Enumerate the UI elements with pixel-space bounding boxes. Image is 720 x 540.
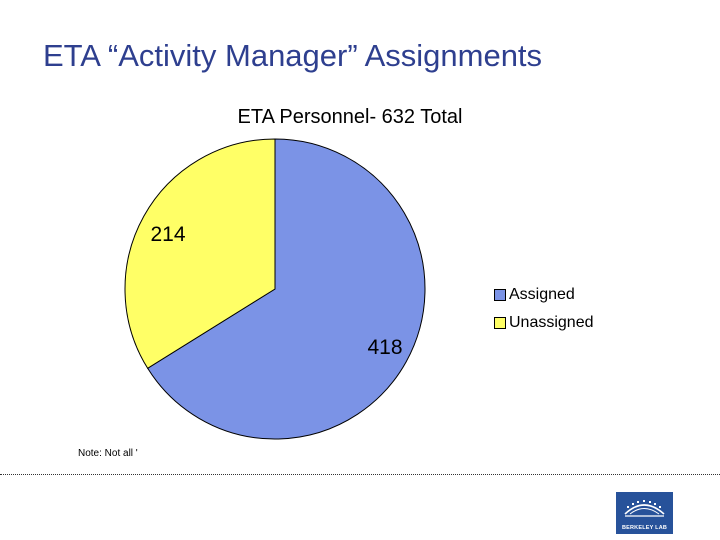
legend-item-unassigned: Unassigned: [494, 309, 594, 337]
legend-label-assigned: Assigned: [509, 286, 575, 303]
pie-slice-assigned: [146, 138, 426, 440]
footer-divider: [0, 474, 720, 475]
chart-title: ETA Personnel- 632 Total: [237, 106, 463, 128]
footnote: Note: Not all ': [78, 448, 138, 459]
pie-slice-unassigned: [124, 138, 276, 369]
legend: Assigned Unassigned: [494, 281, 594, 337]
legend-swatch-assigned: [494, 289, 506, 301]
slice-value-label-assigned: 418: [367, 336, 402, 359]
legend-item-assigned: Assigned: [494, 281, 594, 309]
slice-value-label-unassigned: 214: [150, 223, 185, 246]
logo-arch-icon: [624, 500, 665, 517]
legend-label-unassigned: Unassigned: [509, 314, 594, 331]
berkeley-lab-logo: BERKELEY LAB: [616, 492, 673, 534]
legend-swatch-unassigned: [494, 317, 506, 329]
slide-title: ETA “Activity Manager” Assignments: [43, 38, 543, 73]
logo-text: BERKELEY LAB: [621, 525, 668, 531]
